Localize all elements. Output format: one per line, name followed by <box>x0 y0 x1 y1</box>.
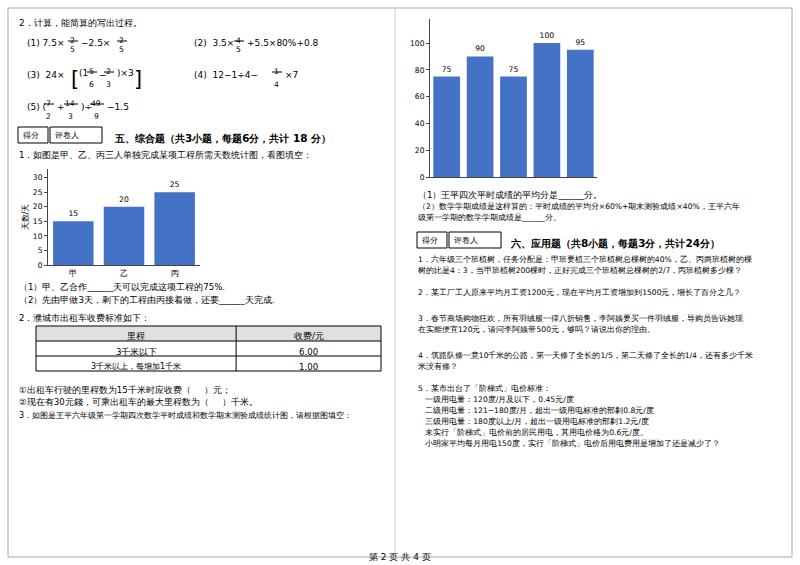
svg-text:4．筑路队修一意10千米的公路，第一天修了全长的1/5，第二: 4．筑路队修一意10千米的公路，第一天修了全长的1/5，第二天修了全长的1/4，… <box>418 351 753 360</box>
svg-text:1.00: 1.00 <box>299 362 318 372</box>
svg-text:米没有修？: 米没有修？ <box>418 362 458 371</box>
svg-text:2．某工厂工人原来平均月工资1200元，现在平均月工资增加到: 2．某工厂工人原来平均月工资1200元，现在平均月工资增加到1500元，增长了百… <box>418 288 741 297</box>
svg-text:7: 7 <box>46 99 51 108</box>
svg-text:25: 25 <box>33 188 43 197</box>
svg-text:[: [ <box>71 67 79 91</box>
svg-text:3千米以上，每增加1千米: 3千米以上，每增加1千米 <box>91 362 181 371</box>
svg-text:丙: 丙 <box>171 269 179 278</box>
svg-text:10: 10 <box>33 232 43 241</box>
svg-text:40: 40 <box>415 119 425 128</box>
svg-text:3千米以下: 3千米以下 <box>116 347 157 357</box>
svg-text:二级用电量：121−180度/月，超出一级用电标准的部剶0.: 二级用电量：121−180度/月，超出一级用电标准的部剶0.8元/度 <box>418 406 654 415</box>
svg-text:30: 30 <box>33 173 43 182</box>
svg-text:天数/天: 天数/天 <box>21 204 30 231</box>
svg-text:−: − <box>99 70 107 80</box>
svg-text:乙: 乙 <box>120 269 128 278</box>
svg-text:3: 3 <box>68 112 73 121</box>
svg-text:第 2 页 共 4 页: 第 2 页 共 4 页 <box>369 552 431 562</box>
svg-text:75: 75 <box>509 65 519 74</box>
svg-text:49: 49 <box>91 99 101 108</box>
svg-text:得分: 得分 <box>422 236 438 245</box>
svg-text:20: 20 <box>119 195 129 204</box>
svg-text:15: 15 <box>33 217 43 226</box>
svg-text:5: 5 <box>89 67 94 76</box>
svg-text:①出租车行驶的里程数为15千米时应收费（ ）元；: ①出租车行驶的里程数为15千米时应收费（ ）元； <box>19 385 231 395</box>
svg-text:得分: 得分 <box>23 131 39 140</box>
svg-text:3．春节商场购物狂欢，所有羽绒服一律八折销售，李阿姨要买一件: 3．春节商场购物狂欢，所有羽绒服一律八折销售，李阿姨要买一件羽绒服，导购员告诉她… <box>418 314 743 323</box>
svg-text:一级用电量：120度/月及以下，0.45元/度: 一级用电量：120度/月及以下，0.45元/度 <box>418 395 574 404</box>
svg-text:75: 75 <box>442 65 452 74</box>
svg-text:未实行「阶梯式」电价前的居民用电，其用电价格为0.6元/度。: 未实行「阶梯式」电价前的居民用电，其用电价格为0.6元/度。 <box>418 428 648 437</box>
svg-text:评卷人: 评卷人 <box>454 236 478 245</box>
svg-text:25: 25 <box>170 180 180 189</box>
svg-text:2: 2 <box>70 36 75 45</box>
svg-text:2．濮城市出租车收费标准如下：: 2．濮城市出租车收费标准如下： <box>19 313 150 323</box>
svg-text:0: 0 <box>38 261 43 270</box>
svg-text:6.00: 6.00 <box>299 347 318 357</box>
svg-text:60: 60 <box>415 92 425 101</box>
svg-text:80: 80 <box>415 66 425 75</box>
svg-text:20: 20 <box>415 146 425 155</box>
svg-text:5: 5 <box>70 45 75 54</box>
svg-text:4: 4 <box>274 80 279 89</box>
svg-text:0: 0 <box>420 173 425 182</box>
svg-text:−1.5: −1.5 <box>107 102 129 112</box>
svg-text:评卷人: 评卷人 <box>55 131 79 140</box>
svg-text:90: 90 <box>475 44 485 53</box>
svg-text:五、综合题（共3小题，每题6分，共计 18 分）: 五、综合题（共3小题，每题6分，共计 18 分） <box>114 132 331 144</box>
svg-text:+5.5×80%+0.8: +5.5×80%+0.8 <box>247 38 319 48</box>
svg-text:六、应用题（共8小题，每题3分，共计24分）: 六、应用题（共8小题，每题3分，共计24分） <box>510 237 720 249</box>
svg-text:5: 5 <box>119 45 124 54</box>
svg-text:15: 15 <box>68 209 78 218</box>
svg-text:3: 3 <box>106 80 111 89</box>
svg-text:三级用电量：180度以上/月，超出一级用电标准的部剶1.2元: 三级用电量：180度以上/月，超出一级用电标准的部剶1.2元/度 <box>418 417 649 426</box>
svg-text:2．计算，能简算的写出过程。: 2．计算，能简算的写出过程。 <box>19 18 142 28</box>
svg-text:9: 9 <box>94 112 99 121</box>
svg-text:里程: 里程 <box>127 331 145 341</box>
svg-text:100: 100 <box>540 31 555 40</box>
svg-text:(4) 12−1÷4−: (4) 12−1÷4− <box>194 70 258 80</box>
svg-text:树的比是4：3，当甲班植树200棵时，正好完成三个班植树总棵: 树的比是4：3，当甲班植树200棵时，正好完成三个班植树总棵树的2/7，丙班植树… <box>418 266 742 275</box>
svg-text:(1: (1 <box>79 68 88 78</box>
svg-text:×7: ×7 <box>285 70 298 80</box>
svg-text:20: 20 <box>33 202 43 211</box>
svg-text:(1) 7.5×: (1) 7.5× <box>27 38 64 48</box>
svg-text:−2.5×: −2.5× <box>81 38 110 48</box>
svg-text:]: ] <box>134 67 142 91</box>
svg-text:②现在有30元錢，可乘出租车的最大里程数为（ ）千米: ②现在有30元錢，可乘出租车的最大里程数为（ ）千米。 <box>19 397 258 407</box>
svg-text:1．如图是甲、乙、丙三人单独完成某项工程所需天数统计图，看图: 1．如图是甲、乙、丙三人单独完成某项工程所需天数统计图，看图填空： <box>19 150 312 160</box>
svg-text:4: 4 <box>236 36 241 45</box>
svg-text:100: 100 <box>410 39 425 48</box>
svg-text:1: 1 <box>274 67 279 76</box>
svg-text:甲: 甲 <box>69 269 77 278</box>
svg-text:(5) (: (5) ( <box>27 102 46 112</box>
svg-text:14: 14 <box>65 99 75 108</box>
svg-text:在实能便宜120元，请问李阿姨带500元，够吗？请说出你的理: 在实能便宜120元，请问李阿姨带500元，够吗？请说出你的理由。 <box>418 325 655 334</box>
svg-text:2: 2 <box>106 67 111 76</box>
svg-text:1．六年级三个班植树，任务分配是：甲班要植三个班植树总棵树的: 1．六年级三个班植树，任务分配是：甲班要植三个班植树总棵树的40%，乙、丙两班植… <box>418 255 752 264</box>
svg-text:5: 5 <box>236 45 241 54</box>
svg-text:6: 6 <box>89 80 94 89</box>
svg-text:)÷: )÷ <box>81 102 92 112</box>
svg-text:95: 95 <box>575 38 585 47</box>
svg-text:5．某市出台了「阶梯式」电价标准：: 5．某市出台了「阶梯式」电价标准： <box>418 384 551 393</box>
svg-text:小明家平均每月用电150度，实行「阶梯式」电价后用电费用是增: 小明家平均每月用电150度，实行「阶梯式」电价后用电费用是增加了还是减少了？ <box>418 439 720 448</box>
svg-text:（2）数学学期成绩是这样算的：平时成绩的平均分×60%+期末: （2）数学学期成绩是这样算的：平时成绩的平均分×60%+期末测验成绩×40%，王… <box>418 202 740 211</box>
svg-text:2: 2 <box>119 36 124 45</box>
svg-text:（2）先由甲做3天，剩下的工程由丙接着做，还要______天: （2）先由甲做3天，剩下的工程由丙接着做，还要______天完成. <box>19 295 274 305</box>
svg-text:)×3: )×3 <box>117 68 134 78</box>
svg-text:收费/元: 收费/元 <box>294 331 324 341</box>
svg-text:(2) 3.5×: (2) 3.5× <box>194 38 234 48</box>
svg-text:3．如图是王平六年级第一学期四次数学平时成绩和数学期末测验成: 3．如图是王平六年级第一学期四次数学平时成绩和数学期末测验成绩统计图，请根据图填… <box>19 411 352 420</box>
svg-text:+: + <box>57 102 65 112</box>
svg-text:5: 5 <box>38 246 43 255</box>
svg-text:(3) 24×: (3) 24× <box>27 70 64 80</box>
svg-text:2: 2 <box>46 112 51 121</box>
svg-text:级第一学期的数学学期成绩是______分。: 级第一学期的数学学期成绩是______分。 <box>418 213 561 222</box>
svg-text:（1）甲、乙合作______天可以完成这项工程的75%.: （1）甲、乙合作______天可以完成这项工程的75%. <box>19 282 225 292</box>
svg-text:（1）王平四次平时成绩的平均分是______分。: （1）王平四次平时成绩的平均分是______分。 <box>418 190 602 200</box>
